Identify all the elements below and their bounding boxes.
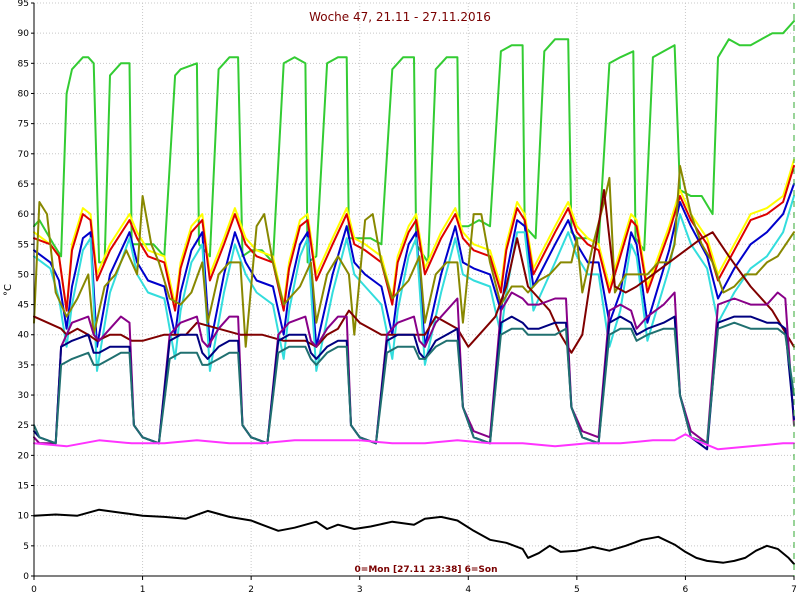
x-tick-label: 6 bbox=[683, 585, 689, 595]
y-tick-label: 35 bbox=[18, 361, 29, 371]
y-tick-label: 15 bbox=[18, 482, 29, 492]
y-tick-label: 60 bbox=[18, 210, 30, 220]
x-tick-label: 3 bbox=[357, 585, 363, 595]
series-layer bbox=[33, 20, 795, 565]
grid bbox=[34, 2, 794, 576]
y-tick-label: 50 bbox=[18, 270, 30, 280]
y-tick-label: 40 bbox=[18, 331, 30, 341]
series-line-3 bbox=[33, 182, 795, 348]
x-tick-label: 4 bbox=[465, 585, 471, 595]
y-tick-label: 70 bbox=[18, 150, 30, 160]
x-tick-label: 0 bbox=[31, 585, 37, 595]
y-tick-label: 10 bbox=[18, 512, 30, 522]
series-line-2 bbox=[33, 164, 795, 312]
axes bbox=[33, 3, 795, 577]
y-axis-label: °C bbox=[3, 284, 14, 296]
y-tick-label: 85 bbox=[18, 59, 29, 69]
y-tick-label: 5 bbox=[23, 542, 29, 552]
y-tick-label: 80 bbox=[18, 89, 30, 99]
x-tick-label: 5 bbox=[574, 585, 580, 595]
time-footnote: 0=Mon [27.11 23:38] 6=Son bbox=[355, 565, 498, 575]
x-tick-label: 1 bbox=[140, 585, 146, 595]
y-tick-label: 90 bbox=[18, 29, 30, 39]
x-ticks: 0 1 2 3 4 5 6 7 bbox=[31, 576, 797, 595]
y-tick-label: 20 bbox=[18, 451, 30, 461]
series-line-6 bbox=[33, 189, 795, 354]
y-ticks: 0 5 10 15 20 25 30 35 40 45 50 55 60 65 70 75 80 85 90 95 bbox=[18, 0, 34, 582]
y-tick-label: 30 bbox=[18, 391, 30, 401]
y-tick-label: 75 bbox=[18, 120, 29, 130]
y-tick-label: 55 bbox=[18, 240, 29, 250]
series-line-11 bbox=[33, 508, 795, 565]
y-tick-label: 25 bbox=[18, 421, 29, 431]
y-tick-label: 0 bbox=[23, 572, 29, 582]
chart-title: Woche 47, 21.11 - 27.11.2016 bbox=[309, 10, 491, 24]
y-tick-label: 95 bbox=[18, 0, 29, 9]
series-line-9 bbox=[33, 321, 795, 445]
series-line-5 bbox=[33, 164, 795, 348]
y-tick-label: 65 bbox=[18, 180, 29, 190]
x-tick-label: 7 bbox=[791, 585, 797, 595]
y-tick-label: 45 bbox=[18, 301, 29, 311]
x-tick-label: 2 bbox=[248, 585, 254, 595]
series-line-10 bbox=[33, 433, 795, 451]
